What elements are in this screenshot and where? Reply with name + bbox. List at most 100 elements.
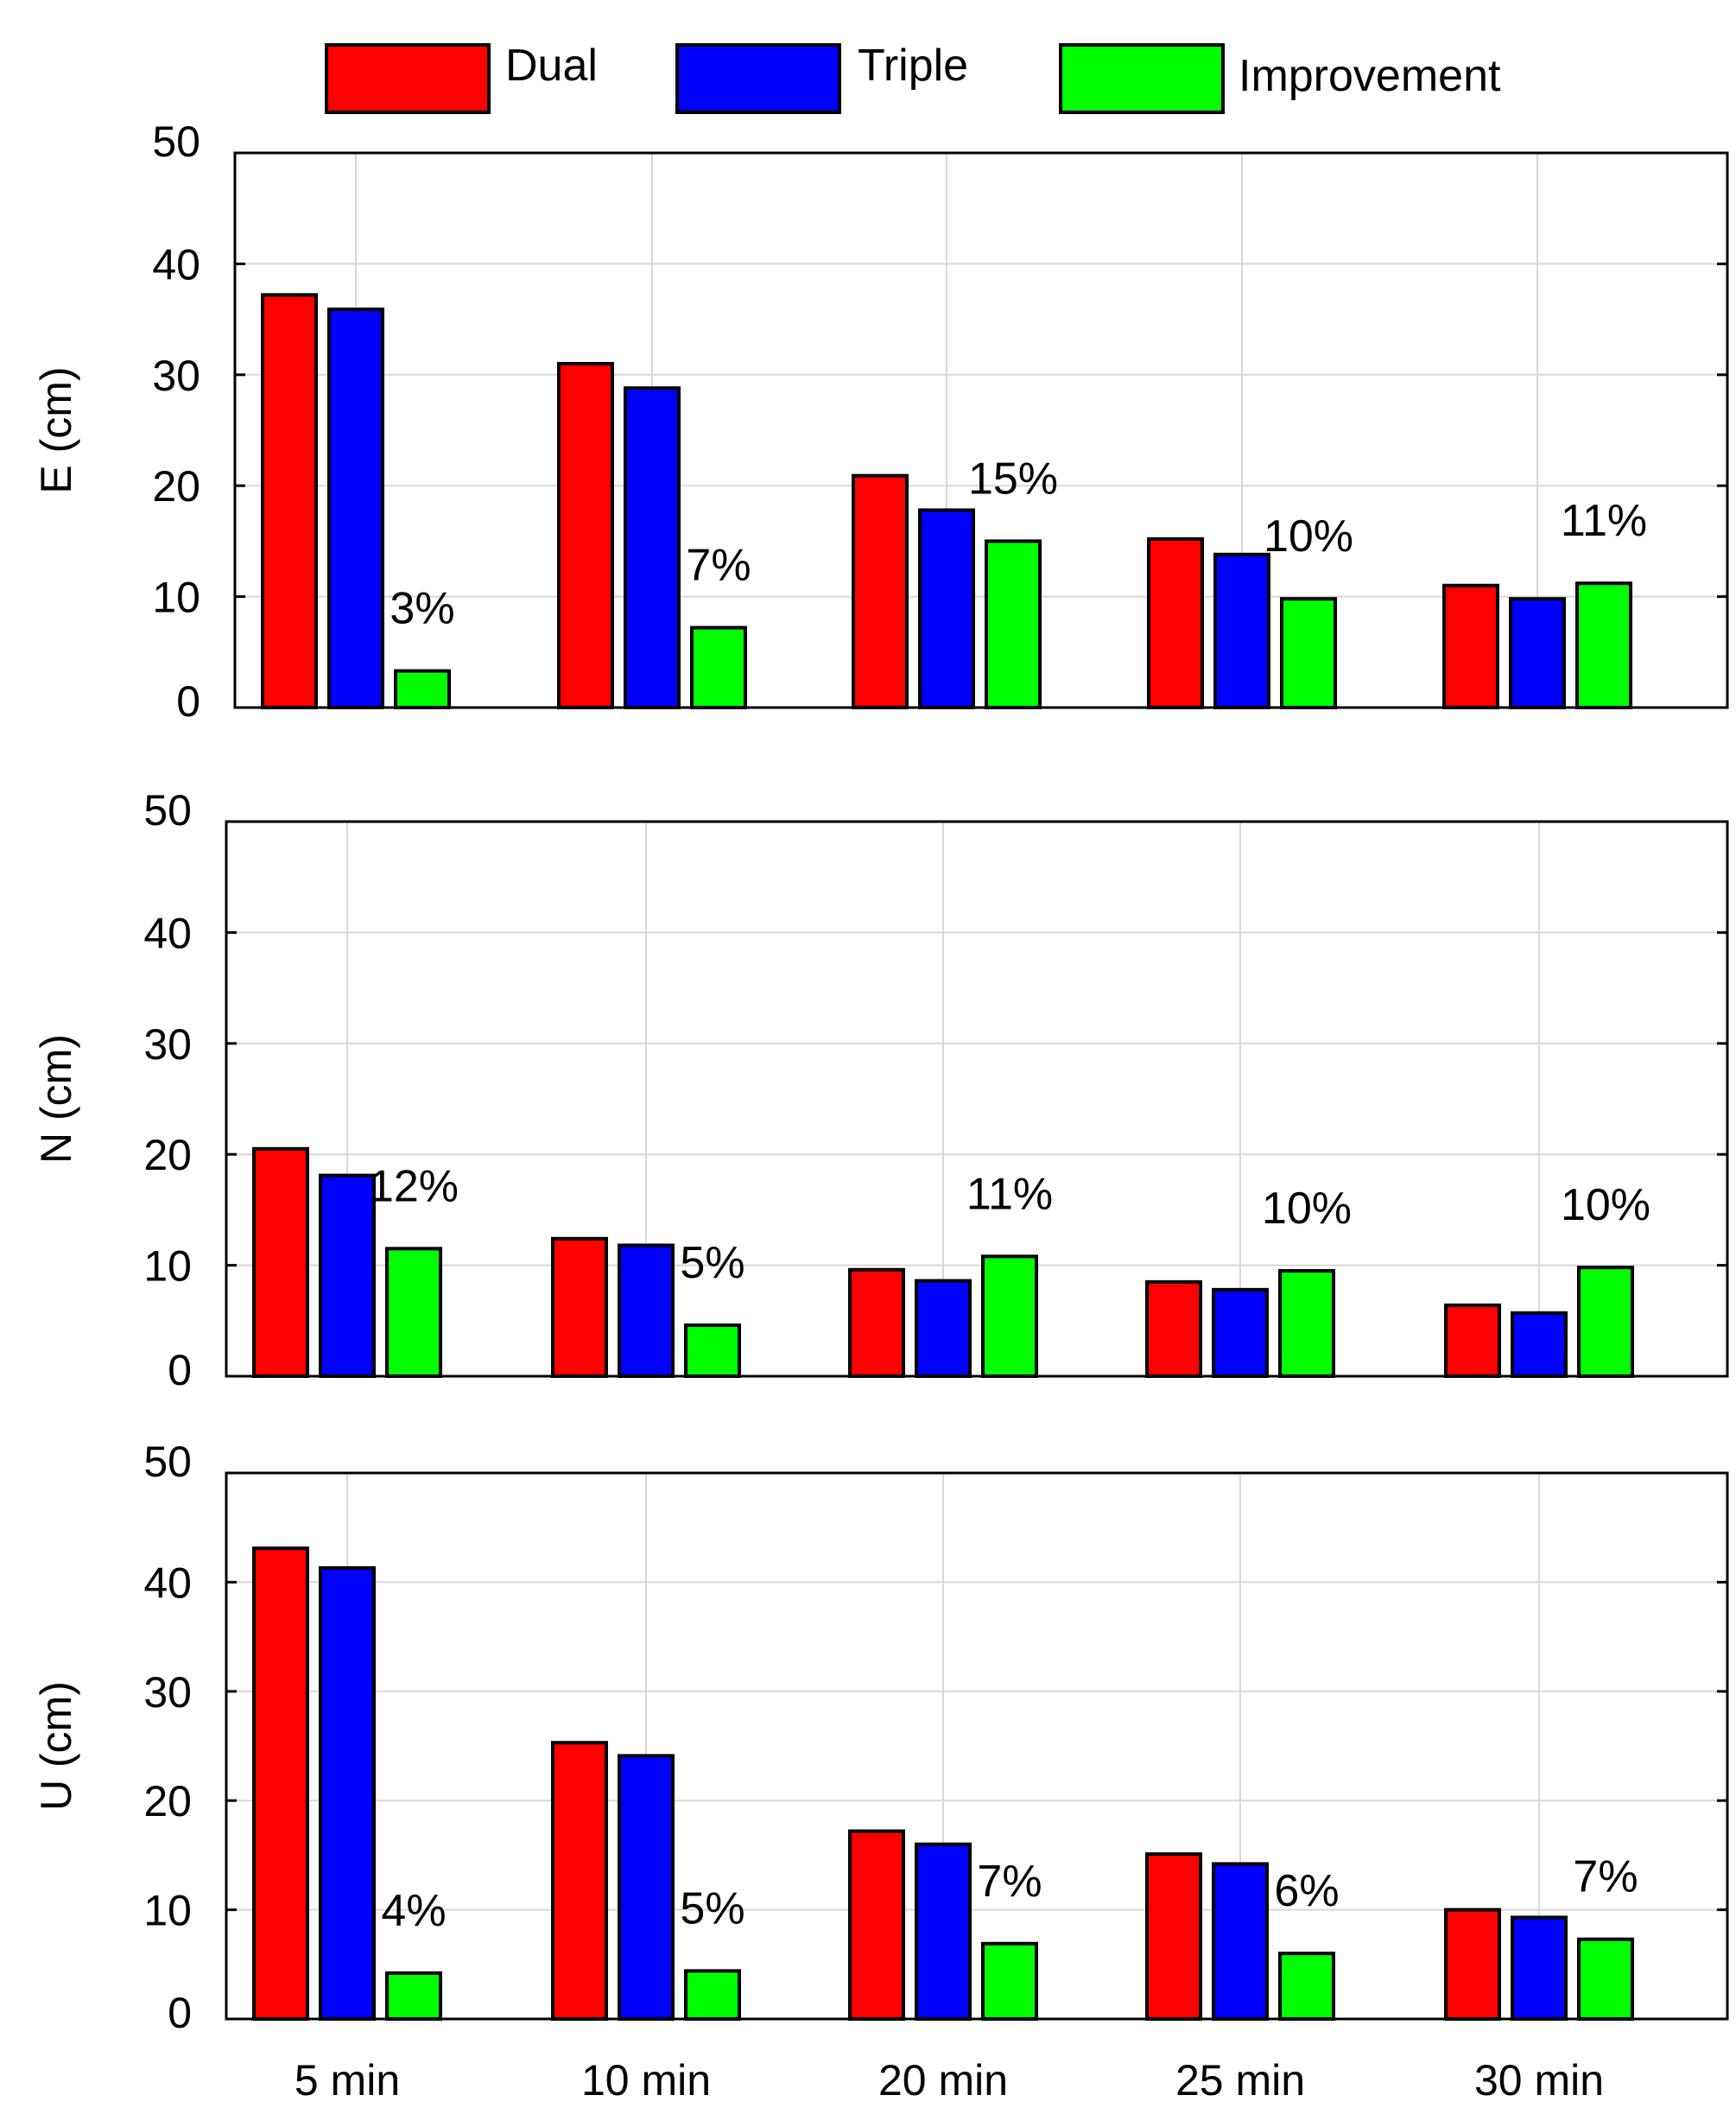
y-tick-label: 20 [152,462,200,511]
bar-dual-30-min [1442,583,1499,710]
bar-dual-25-min [1145,1852,1202,2021]
x-tick-label: 10 min [581,2056,711,2104]
legend-label-dual: Dual [505,41,598,91]
bar-improvement-10-min [690,625,747,709]
y-tick-label: 20 [143,1777,192,1825]
bar-improvement-20-min [981,1254,1038,1378]
bar-triple-30-min [1509,597,1566,710]
y-axis-title: U (cm) [32,1681,80,1811]
improvement-annotation: 11% [1561,496,1647,546]
bar-dual-30-min [1444,1908,1501,2022]
bar-triple-25-min [1212,1287,1269,1379]
improvement-annotation: 15% [968,454,1058,504]
plot-frame [233,151,1729,709]
y-tick-label: 40 [143,909,192,957]
legend-label-triple: Triple [858,41,968,91]
bar-dual-25-min [1147,536,1204,709]
bar-triple-10-min [624,386,681,709]
bar-triple-10-min [618,1754,675,2021]
y-tick-label: 10 [143,1887,192,1935]
y-tick-label: 10 [143,1242,192,1291]
y-tick-label: 50 [143,1438,192,1486]
improvement-annotation: 5% [680,1883,744,1933]
legend-swatch-triple [675,43,841,114]
chart-panels: 3% 7% 15% 10% 11% 0 10 20 30 40 50 E (cm) 12% 5% 11% 10… [32,117,1729,2037]
y-tick-label: 30 [143,1020,192,1069]
improvement-annotation: 11% [966,1169,1053,1219]
improvement-annotation: 7% [1573,1852,1638,1902]
improvement-annotation: 12% [369,1161,459,1211]
bar-improvement-30-min [1575,581,1632,710]
legend: Dual Triple Improvement [325,41,1501,114]
improvement-annotation: 10% [1561,1180,1650,1230]
bar-dual-10-min [557,361,614,709]
x-axis-tick-labels: 5 min 10 min 20 min 25 min 30 min [295,2056,1604,2104]
improvement-annotation: 5% [680,1238,744,1288]
panel-1: 3% 7% 15% 10% 11% 0 10 20 30 40 50 E (cm) [32,117,1729,726]
y-tick-label: 20 [143,1131,192,1179]
y-tick-label: 50 [152,117,200,166]
y-tick-label: 50 [143,786,192,835]
improvement-annotation: 7% [686,541,751,591]
x-tick-label: 25 min [1175,2056,1305,2104]
bar-dual-25-min [1145,1279,1202,1378]
bar-improvement-10-min [684,1969,741,2022]
bar-improvement-20-min [981,1941,1038,2021]
y-tick-label: 0 [168,1989,192,2037]
bar-improvement-25-min [1278,1952,1335,2021]
bar-improvement-20-min [985,539,1042,710]
bar-dual-20-min [848,1267,905,1378]
bar-triple-30-min [1511,1311,1568,1379]
bar-dual-10-min [551,1236,608,1379]
bar-triple-20-min [918,508,975,709]
improvement-annotation: 10% [1264,511,1353,562]
improvement-annotation: 4% [381,1886,446,1936]
bar-improvement-5-min [385,1247,442,1378]
bar-improvement-30-min [1577,1937,1634,2022]
bar-dual-10-min [551,1741,608,2021]
plot-frame [225,1471,1729,2021]
bar-dual-30-min [1444,1303,1501,1378]
legend-label-improvement: Improvement [1239,51,1501,101]
improvement-annotation: 10% [1262,1184,1352,1234]
y-tick-label: 30 [143,1668,192,1717]
bar-triple-25-min [1213,552,1270,709]
x-tick-label: 30 min [1474,2056,1604,2104]
bar-dual-5-min [261,293,318,709]
bar-dual-20-min [852,473,909,709]
y-tick-label: 30 [152,352,200,400]
y-axis-title: N (cm) [32,1034,80,1164]
bar-dual-5-min [252,1146,309,1379]
bar-triple-20-min [915,1842,972,2022]
legend-swatch-dual [325,43,491,114]
bar-triple-5-min [319,1565,376,2021]
bar-triple-5-min [327,308,384,709]
bar-dual-5-min [252,1546,309,2021]
y-tick-label: 40 [152,240,200,289]
panel-3: 4% 5% 7% 6% 7% 0 10 20 30 40 50 U (cm) [32,1438,1729,2037]
y-tick-label: 40 [143,1559,192,1607]
improvement-annotation: 3% [390,584,454,634]
x-tick-label: 20 min [878,2056,1008,2104]
bar-improvement-25-min [1280,597,1337,710]
bar-triple-10-min [618,1243,675,1379]
bar-triple-5-min [319,1173,376,1378]
bar-improvement-30-min [1577,1266,1634,1378]
plot-frame [225,820,1729,1378]
bar-triple-20-min [915,1279,972,1379]
bar-improvement-10-min [684,1323,741,1379]
y-tick-label: 0 [176,677,200,726]
bar-improvement-5-min [385,1971,442,2022]
bar-triple-30-min [1511,1915,1568,2021]
bar-triple-25-min [1212,1862,1269,2021]
y-tick-label: 10 [152,574,200,622]
panel-2: 12% 5% 11% 10% 10% 0 10 20 30 40 50 N (cm) [32,786,1729,1394]
y-axis-title: E (cm) [32,366,80,493]
bar-improvement-25-min [1278,1269,1335,1379]
legend-swatch-improvement [1059,43,1225,114]
bar-dual-20-min [848,1829,905,2022]
bar-improvement-5-min [394,669,451,709]
improvement-annotation: 7% [977,1857,1042,1907]
improvement-annotation: 6% [1274,1866,1339,1916]
